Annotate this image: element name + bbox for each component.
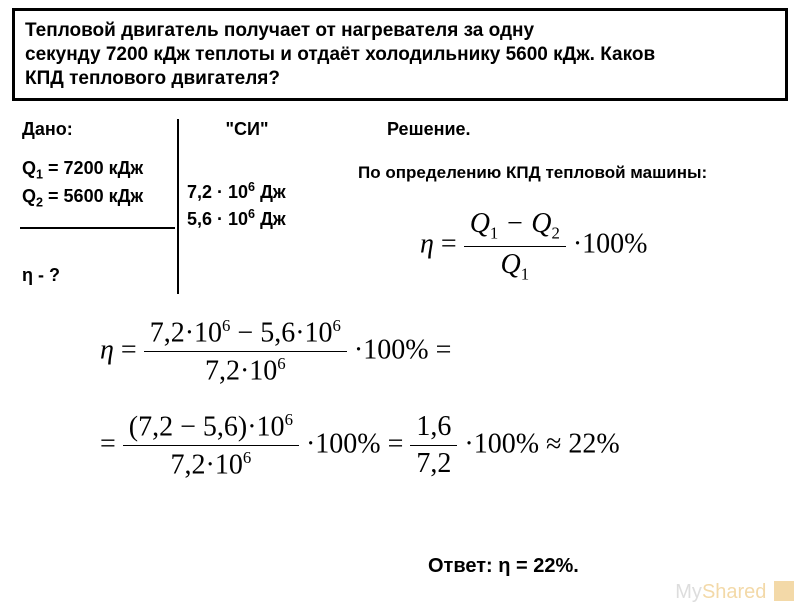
given-divider xyxy=(20,227,175,229)
problem-line-2: секунду 7200 кДж теплоты и отдаёт холоди… xyxy=(25,44,655,65)
si-header: "СИ" xyxy=(157,119,337,140)
formula-fraction: Q1 − Q2 Q1 xyxy=(464,208,566,284)
calculation-block: η = 7,2·106 − 5,6·106 7,2·106 ·100% = = … xyxy=(100,316,620,481)
given-column: Дано: Q1 = 7200 кДж Q2 = 5600 кДж η - ? xyxy=(22,119,187,286)
calc-line-2: = (7,2 − 5,6)·106 7,2·106 ·100% = 1,6 7,… xyxy=(100,410,620,482)
definition-text: По определению КПД тепловой машины: xyxy=(358,163,707,183)
problem-line-3: КПД теплового двигателя? xyxy=(25,68,280,89)
problem-statement-box: Тепловой двигатель получает от нагревате… xyxy=(12,8,788,101)
si-q1: 7,2 · 106 Дж xyxy=(187,180,337,203)
efficiency-formula: η = Q1 − Q2 Q1 ·100% xyxy=(420,208,648,284)
given-q2: Q2 = 5600 кДж xyxy=(22,186,187,210)
solution-header: Решение. xyxy=(387,119,471,140)
given-solution-row: Дано: Q1 = 7200 кДж Q2 = 5600 кДж η - ? … xyxy=(22,119,800,286)
eta-symbol: η xyxy=(420,229,434,260)
watermark-logo-icon xyxy=(774,581,794,601)
si-vertical-divider xyxy=(177,119,179,294)
answer-line: Ответ: η = 22%. xyxy=(428,555,579,578)
si-column: "СИ" 7,2 · 106 Дж 5,6 · 106 Дж xyxy=(187,119,337,286)
find-line: η - ? xyxy=(22,265,187,286)
calc-line-1: η = 7,2·106 − 5,6·106 7,2·106 ·100% = xyxy=(100,316,620,388)
problem-line-1: Тепловой двигатель получает от нагревате… xyxy=(25,20,534,41)
watermark: MyShared xyxy=(675,581,794,604)
given-q1: Q1 = 7200 кДж xyxy=(22,158,187,182)
si-q2: 5,6 · 106 Дж xyxy=(187,207,337,230)
